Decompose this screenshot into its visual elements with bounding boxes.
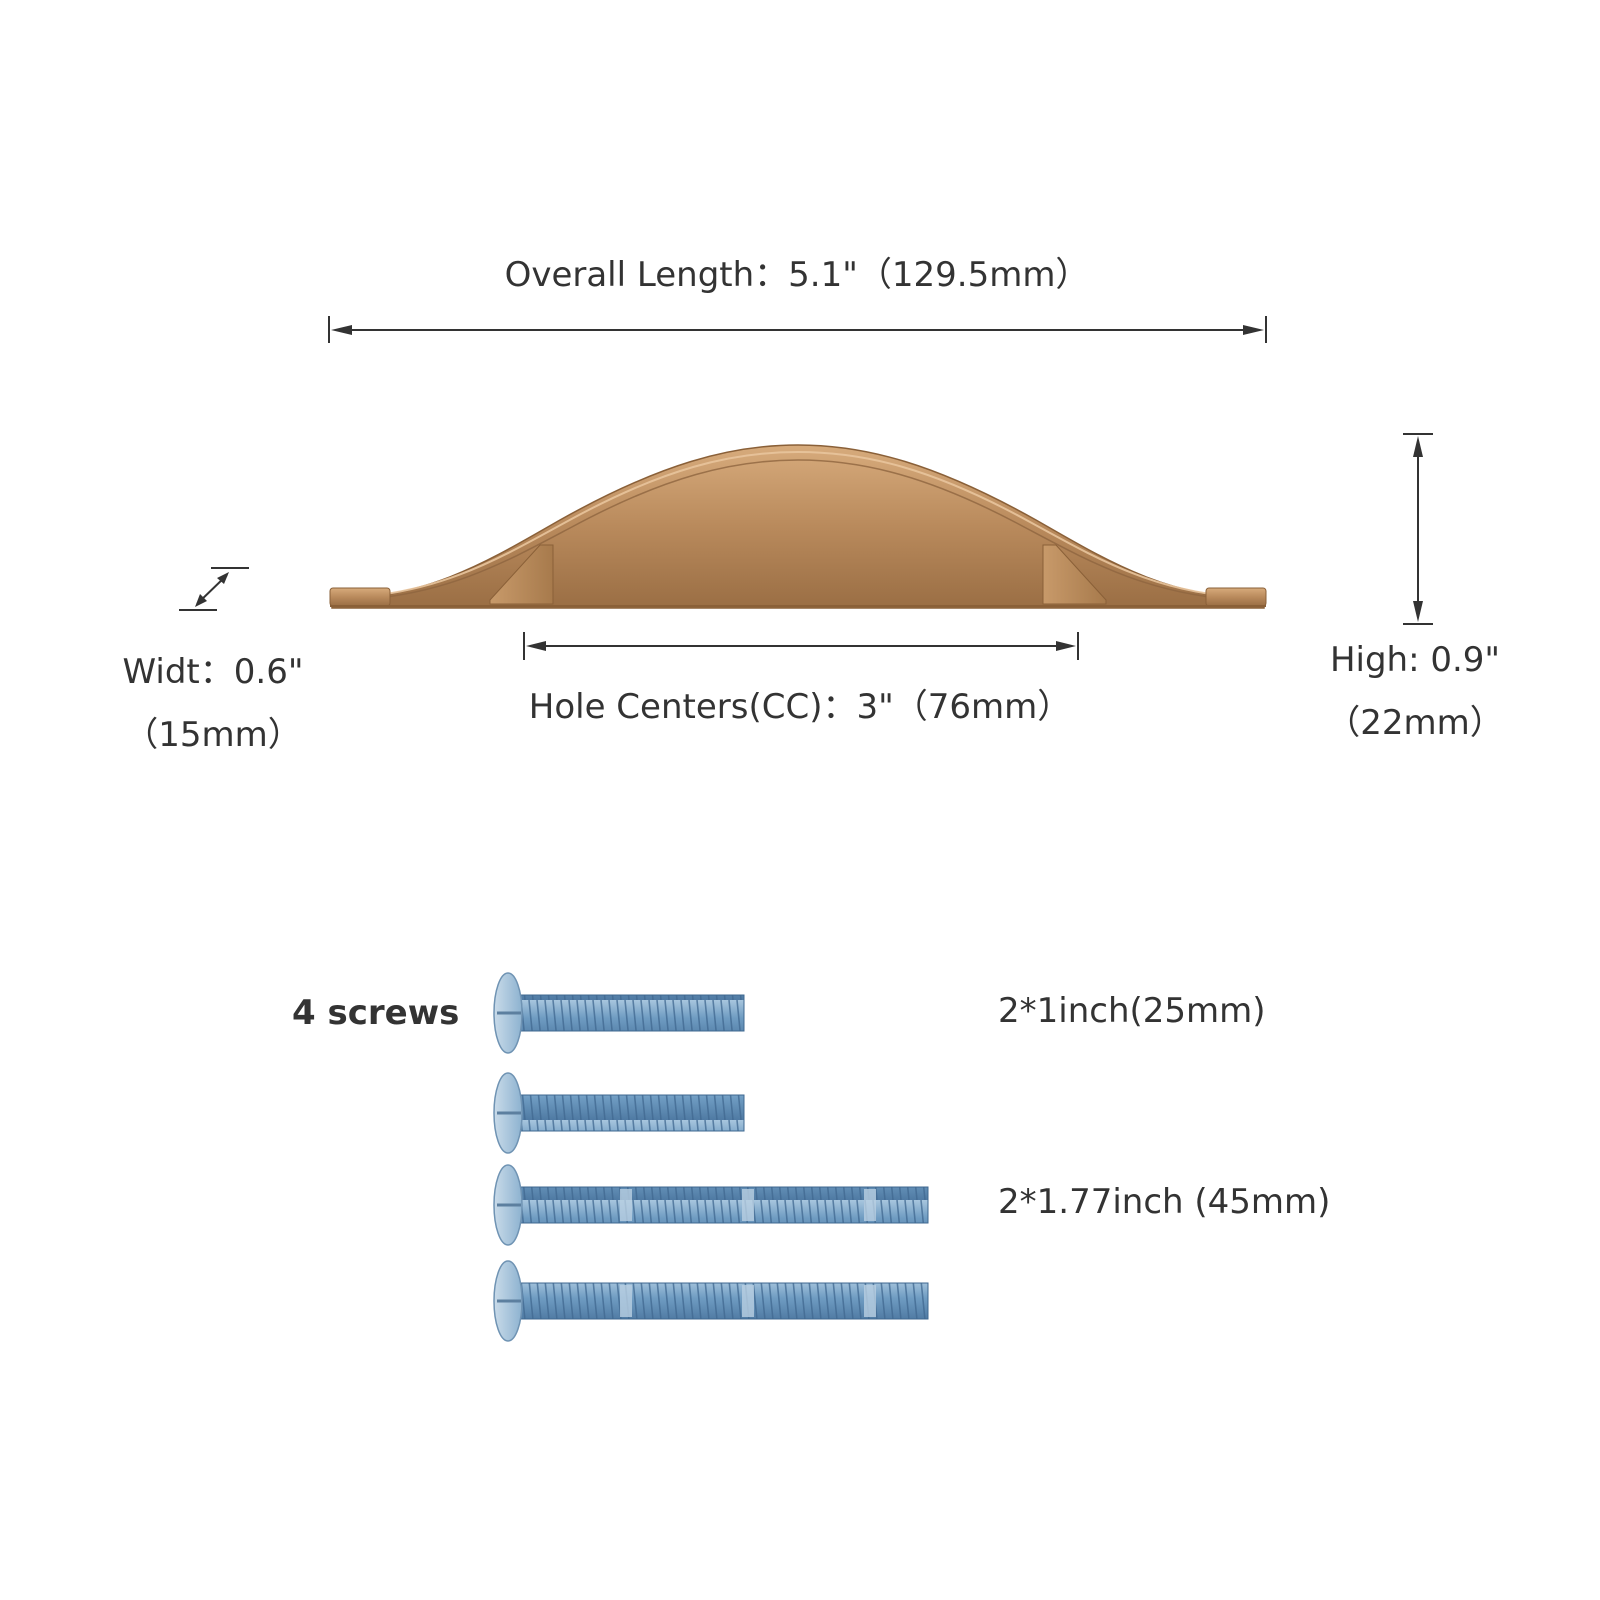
screw-long-2	[493, 1260, 929, 1342]
width-label-line2: （15mm）	[124, 715, 302, 755]
hole-centers-dimension	[523, 632, 1079, 660]
width-label-line1: Widt：0.6"	[122, 652, 304, 692]
short-screw-label: 2*1inch(25mm)	[998, 991, 1266, 1031]
screws-title: 4 screws	[292, 993, 460, 1033]
width-dimension	[179, 567, 249, 611]
cabinet-pull-handle	[329, 444, 1267, 609]
long-screw-label: 2*1.77inch (45mm)	[998, 1182, 1331, 1222]
height-dimension	[1403, 433, 1433, 625]
hole-centers-label: Hole Centers(CC)：3"（76mm）	[528, 687, 1072, 727]
overall-length-label: Overall Length：5.1"（129.5mm）	[504, 255, 1090, 295]
screw-short-2	[493, 1072, 745, 1154]
overall-length-dimension	[328, 316, 1267, 343]
height-label-line2: （22mm）	[1326, 703, 1504, 743]
screw-short-1	[493, 972, 745, 1054]
height-label-line1: High: 0.9"	[1329, 640, 1501, 680]
screw-long-1	[493, 1164, 929, 1246]
